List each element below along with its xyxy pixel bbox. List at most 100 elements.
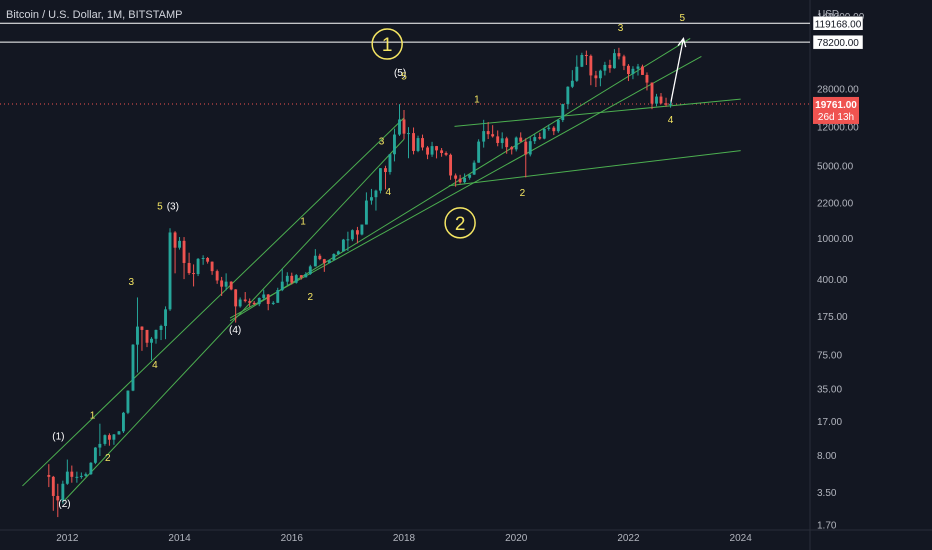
wave-label: 5 xyxy=(680,13,686,24)
candle-body xyxy=(370,197,373,201)
circled-wave-marker xyxy=(444,207,476,239)
candle-body xyxy=(514,137,518,150)
time-tick-label: 2020 xyxy=(505,533,528,544)
candle-body xyxy=(659,96,663,104)
candle-body xyxy=(182,240,186,263)
candle-body xyxy=(655,96,658,104)
candle-body xyxy=(378,168,382,191)
candle-body xyxy=(598,70,602,79)
candle-body xyxy=(262,294,266,298)
candle-body xyxy=(416,138,420,151)
candle-body xyxy=(468,174,472,178)
wave-label: (5) xyxy=(394,68,406,79)
candle-body xyxy=(430,146,434,155)
price-badge-label: 119168.00 xyxy=(815,19,862,30)
candle-body xyxy=(126,390,130,413)
candle-body xyxy=(51,476,55,496)
candle-body xyxy=(290,275,294,283)
candle-body xyxy=(145,329,149,343)
candle-body xyxy=(622,56,626,66)
candle-body xyxy=(477,141,481,163)
candle-body xyxy=(150,338,153,343)
candle-body xyxy=(56,495,60,501)
projection-arrow-head xyxy=(677,36,687,48)
trend-line-5 xyxy=(454,98,741,127)
price-tick-label: 400.00 xyxy=(817,275,848,286)
wave-label: 2 xyxy=(105,453,111,464)
candle-body xyxy=(243,299,247,302)
candle-body xyxy=(220,280,224,287)
candle-body xyxy=(542,128,546,139)
candle-body xyxy=(519,137,523,142)
time-tick-label: 2018 xyxy=(393,533,416,544)
wave-label: 5 xyxy=(401,72,407,83)
candle-body xyxy=(426,147,430,155)
price-tick-label: 12000.00 xyxy=(817,122,859,133)
time-tick-label: 2022 xyxy=(617,533,640,544)
price-tick-label: 35.00 xyxy=(817,385,842,396)
candle-body xyxy=(103,435,107,444)
projection-arrow xyxy=(669,38,685,105)
candle-body xyxy=(187,262,191,274)
candle-body xyxy=(79,475,83,477)
price-axis: 140000.0080000.0028000.0012000.005000.00… xyxy=(812,12,865,531)
candle-body xyxy=(271,302,275,304)
candle-body xyxy=(159,325,163,330)
candle-body xyxy=(266,294,270,304)
wave-label: 4 xyxy=(152,360,158,371)
last-price-label: 19761.00 xyxy=(815,100,857,111)
candle-body xyxy=(178,240,181,248)
candle-body xyxy=(154,329,158,339)
last-price-badge xyxy=(813,96,859,124)
candle-body xyxy=(299,275,303,278)
candle-body xyxy=(308,266,312,275)
candle-body xyxy=(140,326,144,330)
candle-body xyxy=(486,131,490,135)
candle-body xyxy=(570,80,574,87)
candle-body xyxy=(355,230,359,235)
wave-label: (1) xyxy=(52,432,64,443)
candle-body xyxy=(332,254,336,261)
candle-body xyxy=(168,232,172,310)
candle-body xyxy=(566,86,570,105)
price-tick-label: 28000.00 xyxy=(817,84,859,95)
trend-line-1 xyxy=(64,138,405,501)
candle-body xyxy=(206,258,210,262)
candle-body xyxy=(210,261,214,272)
price-tick-label: 8.00 xyxy=(817,451,837,462)
candle-body xyxy=(364,200,368,225)
candle-body xyxy=(238,299,242,307)
candle-body xyxy=(496,136,500,143)
candle-body xyxy=(584,54,588,56)
candle-body xyxy=(435,146,438,151)
candle-body xyxy=(552,127,556,132)
candle-body xyxy=(98,443,102,448)
candle-body xyxy=(472,162,476,175)
candle-body xyxy=(528,141,532,155)
trend-line-0 xyxy=(22,117,405,487)
candle-body xyxy=(341,239,345,252)
candle-body xyxy=(580,54,584,67)
wave-label: (2) xyxy=(58,499,70,510)
wave-label: (4) xyxy=(229,325,241,336)
candle-body xyxy=(248,301,252,303)
price-badge xyxy=(812,16,864,31)
trend-line-3 xyxy=(229,55,702,319)
candle-body xyxy=(636,66,640,69)
wave-label: 4 xyxy=(668,115,674,126)
candle-body xyxy=(89,462,93,475)
price-tick-label: 5000.00 xyxy=(817,162,854,173)
candle-body xyxy=(350,230,354,240)
candle-body xyxy=(561,104,565,121)
candle-body xyxy=(500,138,504,143)
candle-body xyxy=(617,53,621,57)
candle-body xyxy=(280,281,284,291)
candle-body xyxy=(482,131,486,142)
candle-body xyxy=(322,259,326,263)
wave-label: 2 xyxy=(308,292,314,303)
candle-body xyxy=(421,138,424,148)
candle-body xyxy=(510,147,514,150)
wave-label: 4 xyxy=(386,187,392,198)
